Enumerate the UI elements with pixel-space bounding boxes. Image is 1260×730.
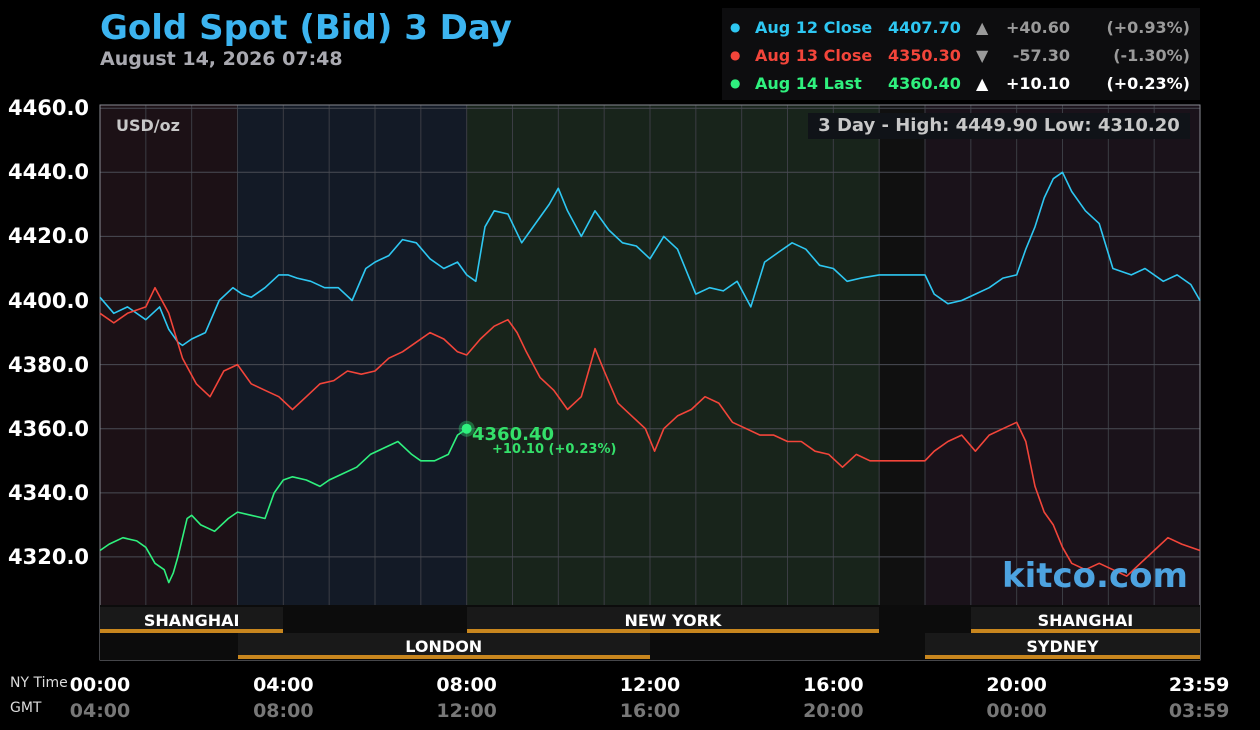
legend-value: 4360.40 — [888, 74, 961, 93]
last-point-marker — [461, 423, 472, 434]
legend-value: 4350.30 — [888, 46, 961, 65]
x-tick-gmt: 12:00 — [436, 700, 497, 722]
y-tick-label: 4320.0 — [8, 544, 90, 569]
legend-series-name: Aug 13 Close — [755, 46, 873, 65]
session-sydney: SYDNEY — [925, 633, 1200, 659]
chart-title: Gold Spot (Bid) 3 Day — [100, 8, 512, 48]
series-line-2 — [99, 286, 1201, 578]
session-london: LONDON — [237, 633, 650, 659]
x-tick-ny: 23:59 — [1168, 674, 1230, 696]
closed-shade — [879, 105, 925, 605]
shanghai-shade — [100, 105, 238, 605]
session-shanghai: SHANGHAI — [100, 607, 284, 633]
x-tick-ny: 16:00 — [803, 674, 864, 696]
y-tick-label: 4360.0 — [8, 416, 90, 441]
legend-row: ● Aug 13 Close 4350.30 ▼ -57.30 (-1.30%) — [722, 42, 1200, 70]
session-new-york: NEW YORK — [466, 607, 880, 633]
legend-dot-icon: ● — [730, 20, 741, 34]
legend-series-name: Aug 12 Close — [755, 18, 873, 37]
legend-change: +10.10 — [1005, 74, 1070, 93]
legend: ● Aug 12 Close 4407.70 ▲ +40.60 (+0.93%) ● Aug … — [722, 8, 1200, 100]
london-shade — [237, 105, 467, 605]
legend-change: +40.60 — [1005, 18, 1070, 37]
x-tick-gmt: 03:59 — [1168, 700, 1230, 722]
x-tick-ny: 08:00 — [436, 674, 497, 696]
legend-arrow-icon: ▲ — [976, 18, 989, 37]
legend-row: ● Aug 14 Last 4360.40 ▲ +10.10 (+0.23%) — [722, 70, 1200, 98]
newyork-shade — [466, 105, 880, 605]
legend-series-name: Aug 14 Last — [755, 74, 862, 93]
legend-dot-icon: ● — [730, 48, 741, 62]
legend-percent: (-1.30%) — [1113, 46, 1190, 65]
last-price-label: 4360.40 — [472, 424, 554, 445]
legend-dot-icon: ● — [730, 76, 741, 90]
y-tick-label: 4460.0 — [8, 96, 90, 121]
chart-timestamp: August 14, 2026 07:48 — [100, 48, 343, 70]
y-tick-label: 4400.0 — [8, 288, 90, 313]
units-label: USD/oz — [116, 116, 180, 135]
kitco-watermark: kitco.com — [1002, 556, 1188, 596]
x-tick-ny: 04:00 — [253, 674, 314, 696]
legend-arrow-icon: ▲ — [976, 74, 989, 93]
x-tick-gmt: 20:00 — [803, 700, 864, 722]
series-line-1 — [99, 171, 1201, 347]
x-tick-gmt: 00:00 — [986, 700, 1047, 722]
y-tick-label: 4420.0 — [8, 224, 90, 249]
gmt-label: GMT — [10, 700, 42, 716]
series-line-3 — [99, 428, 468, 584]
y-tick-label: 4380.0 — [8, 352, 90, 377]
last-price-change: +10.10 (+0.23%) — [492, 442, 617, 457]
ny-time-label: NY Time — [10, 675, 68, 691]
legend-percent: (+0.93%) — [1106, 18, 1190, 37]
x-tick-ny: 12:00 — [619, 674, 681, 696]
x-tick-gmt: 08:00 — [253, 700, 314, 722]
session-shanghai: SHANGHAI — [970, 607, 1200, 633]
legend-arrow-icon: ▼ — [976, 46, 989, 65]
legend-row: ● Aug 12 Close 4407.70 ▲ +40.60 (+0.93%) — [722, 14, 1200, 42]
legend-value: 4407.70 — [888, 18, 961, 37]
legend-percent: (+0.23%) — [1106, 74, 1190, 93]
legend-change: -57.30 — [1012, 46, 1070, 65]
x-tick-gmt: 04:00 — [69, 700, 131, 722]
y-tick-label: 4340.0 — [8, 480, 90, 505]
x-tick-gmt: 16:00 — [619, 700, 681, 722]
y-tick-label: 4440.0 — [8, 160, 90, 185]
x-tick-ny: 20:00 — [986, 674, 1047, 696]
x-tick-ny: 00:00 — [69, 674, 131, 696]
high-low-summary: 3 Day - High: 4449.90 Low: 4310.20 — [808, 113, 1190, 139]
